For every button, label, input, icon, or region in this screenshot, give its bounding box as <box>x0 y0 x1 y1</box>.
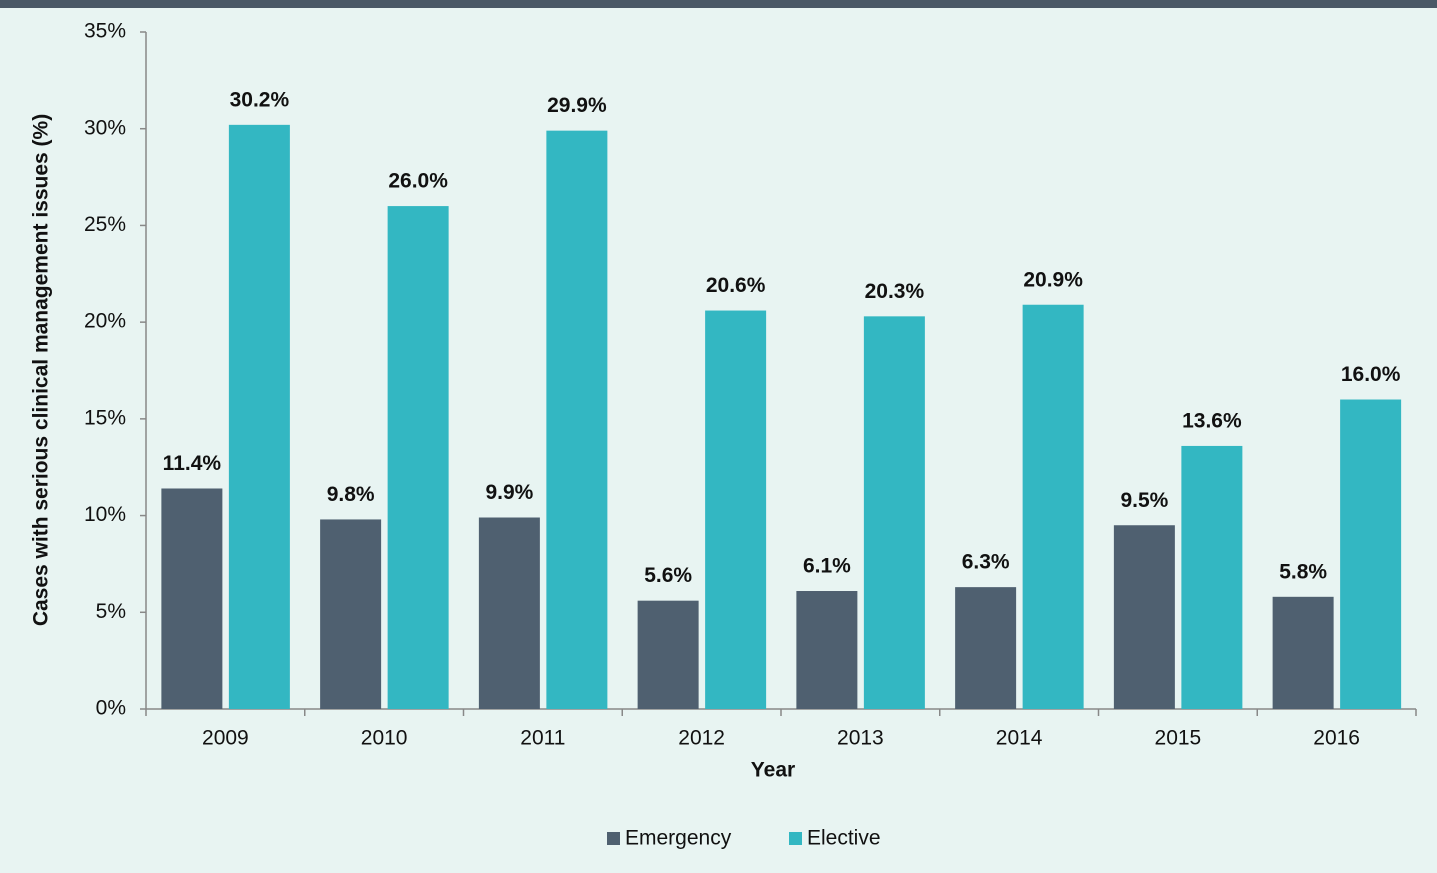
value-label: 5.8% <box>1279 560 1327 583</box>
bar <box>1340 399 1402 709</box>
value-label: 20.3% <box>865 280 925 303</box>
value-label: 6.3% <box>962 551 1010 574</box>
y-tick-label: 25% <box>84 213 126 236</box>
legend-swatch <box>607 832 620 845</box>
x-tick-label: 2013 <box>837 727 884 750</box>
bar <box>796 591 858 709</box>
x-tick-label: 2015 <box>1155 727 1202 750</box>
x-tick-label: 2012 <box>678 727 725 750</box>
value-label: 26.0% <box>388 170 448 193</box>
bar <box>1181 445 1243 709</box>
value-label: 9.8% <box>327 483 375 506</box>
value-label: 20.6% <box>706 274 766 297</box>
value-label: 6.1% <box>803 555 851 578</box>
y-tick-label: 30% <box>84 116 126 139</box>
legend-label: Emergency <box>625 827 732 850</box>
value-label: 9.5% <box>1120 489 1168 512</box>
value-label: 13.6% <box>1182 409 1242 432</box>
x-axis-label: Year <box>751 759 795 782</box>
legend-label: Elective <box>807 827 881 850</box>
bar <box>637 600 699 709</box>
x-tick-label: 2010 <box>361 727 408 750</box>
y-tick-label: 35% <box>84 20 126 43</box>
y-tick-label: 0% <box>96 697 126 720</box>
value-label: 9.9% <box>485 481 533 504</box>
legend-swatch <box>789 832 802 845</box>
bar <box>387 206 449 710</box>
y-tick-label: 20% <box>84 310 126 333</box>
value-label: 5.6% <box>644 564 692 587</box>
x-tick-label: 2011 <box>520 727 565 750</box>
y-tick-label: 10% <box>84 503 126 526</box>
value-label: 11.4% <box>163 452 222 475</box>
value-label: 29.9% <box>547 94 607 117</box>
bar <box>320 519 382 709</box>
x-tick-label: 2009 <box>202 727 249 750</box>
x-tick-label: 2014 <box>996 727 1043 750</box>
bar <box>1022 304 1084 709</box>
bar <box>1272 596 1334 709</box>
bar <box>863 316 925 709</box>
value-label: 30.2% <box>230 88 290 111</box>
y-tick-label: 15% <box>84 406 126 429</box>
value-label: 20.9% <box>1023 268 1083 291</box>
bar <box>161 488 223 709</box>
bar <box>1113 525 1175 709</box>
bar <box>955 587 1017 709</box>
y-tick-label: 5% <box>96 600 126 623</box>
bar <box>478 517 540 709</box>
x-tick-label: 2016 <box>1313 727 1360 750</box>
bar <box>546 130 608 710</box>
bar <box>705 310 767 709</box>
value-label: 16.0% <box>1341 363 1401 386</box>
y-axis-label: Cases with serious clinical management i… <box>30 114 53 626</box>
top-bar <box>0 0 1437 8</box>
bar <box>228 124 290 710</box>
